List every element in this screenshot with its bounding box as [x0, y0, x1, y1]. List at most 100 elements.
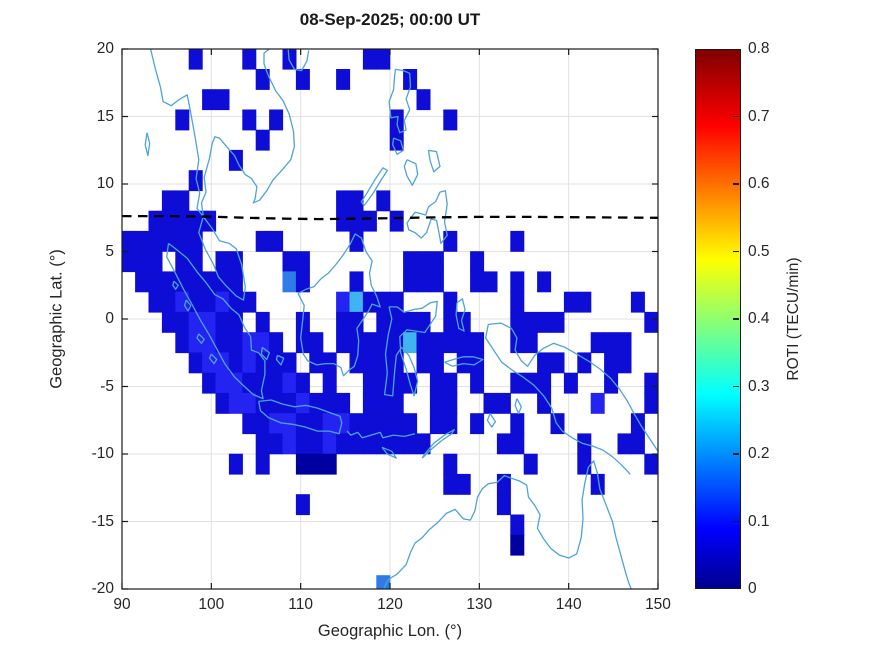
roti-cell [215, 291, 230, 313]
roti-cell [282, 352, 297, 374]
roti-cell [429, 392, 444, 414]
roti-cell [269, 413, 284, 435]
coastline-indochina-malay [149, 49, 296, 301]
roti-cell [255, 69, 270, 90]
roti-cell [215, 89, 230, 111]
roti-cell [295, 413, 310, 435]
colorbar-tick-mark [733, 183, 739, 185]
coastline-nias [183, 299, 192, 312]
roti-cell [389, 392, 404, 414]
roti-cell [389, 413, 404, 435]
roti-cell [470, 372, 485, 394]
roti-cell [403, 433, 418, 455]
roti-cell [577, 352, 592, 374]
roti-cell [429, 372, 444, 394]
roti-cell [416, 89, 431, 111]
roti-cell [349, 190, 364, 212]
roti-cell [389, 311, 404, 333]
colorbar-tick-label: 0.4 [748, 310, 770, 327]
roti-cell [322, 453, 337, 475]
roti-cell [389, 129, 404, 151]
roti-cell [161, 311, 176, 333]
roti-cell [161, 190, 176, 212]
roti-cell [242, 49, 257, 70]
roti-cell [122, 230, 136, 252]
roti-cell [510, 291, 525, 313]
coastline-samar-leyte [427, 149, 441, 173]
colorbar-tick-mark [733, 453, 739, 455]
roti-cell [202, 271, 217, 293]
roti-cell [630, 433, 645, 455]
roti-cell [269, 372, 284, 394]
roti-cell [349, 413, 364, 435]
roti-cell [483, 271, 498, 293]
roti-cell [322, 413, 337, 435]
roti-cell [336, 433, 351, 455]
roti-cell [644, 392, 658, 414]
roti-cell [336, 413, 351, 435]
roti-cell [255, 129, 270, 151]
roti-cell [228, 332, 243, 354]
roti-cell [362, 210, 377, 232]
roti-cell [282, 251, 297, 273]
colorbar-tick-mark [733, 250, 739, 253]
roti-cell [470, 332, 485, 354]
roti-cell [295, 392, 310, 414]
roti-cell [175, 311, 190, 333]
roti-cell [336, 210, 351, 232]
roti-cell [242, 413, 257, 435]
roti-cell [443, 372, 458, 394]
roti-cell [456, 473, 471, 495]
roti-cell [255, 332, 270, 354]
roti-cell [550, 352, 565, 374]
colorbar-gradient [696, 50, 740, 588]
roti-cell [510, 514, 525, 536]
roti-cell [523, 453, 538, 475]
roti-cell [202, 311, 217, 333]
roti-cell [429, 332, 444, 354]
coastline-timor [421, 429, 455, 459]
roti-cell [188, 170, 203, 192]
roti-cell [563, 291, 578, 313]
roti-cell [148, 291, 163, 313]
y-tick-label: 0 [105, 310, 114, 327]
colorbar-tick-label: 0 [748, 580, 757, 597]
coastline-belitung [275, 354, 285, 366]
roti-cell [389, 433, 404, 455]
roti-cell [269, 109, 284, 131]
roti-cell [443, 291, 458, 313]
roti-cell [309, 392, 324, 414]
roti-cell [215, 352, 230, 374]
roti-cell [336, 69, 351, 90]
roti-cell [175, 190, 190, 212]
roti-cell [362, 413, 377, 435]
coastline-new-guinea-north [488, 322, 658, 452]
roti-cell [416, 271, 431, 293]
roti-cell [362, 372, 377, 394]
roti-cell [188, 352, 203, 374]
coastline-bangka [260, 346, 271, 361]
roti-cell [295, 494, 310, 516]
x-tick-label: 120 [377, 596, 403, 613]
x-axis-label: Geographic Lon. (°) [317, 622, 463, 640]
roti-cell [470, 271, 485, 293]
roti-cell [215, 332, 230, 354]
coastline-borneo [297, 233, 381, 377]
y-tick-label: 20 [96, 40, 114, 57]
roti-cell [523, 332, 538, 354]
roti-cell [644, 311, 658, 333]
coastline-sulawesi [383, 300, 438, 397]
roti-cell [175, 230, 190, 252]
roti-cell [188, 332, 203, 354]
roti-cell [416, 352, 431, 374]
roti-cell [537, 392, 552, 414]
roti-cell [122, 251, 136, 273]
x-tick-label: 130 [466, 596, 493, 613]
roti-cell [255, 413, 270, 435]
roti-cell [215, 251, 230, 273]
colorbar-tick-label: 0.6 [748, 175, 770, 192]
roti-cell [443, 230, 458, 252]
roti-cell [148, 251, 163, 273]
roti-cell [188, 230, 203, 252]
